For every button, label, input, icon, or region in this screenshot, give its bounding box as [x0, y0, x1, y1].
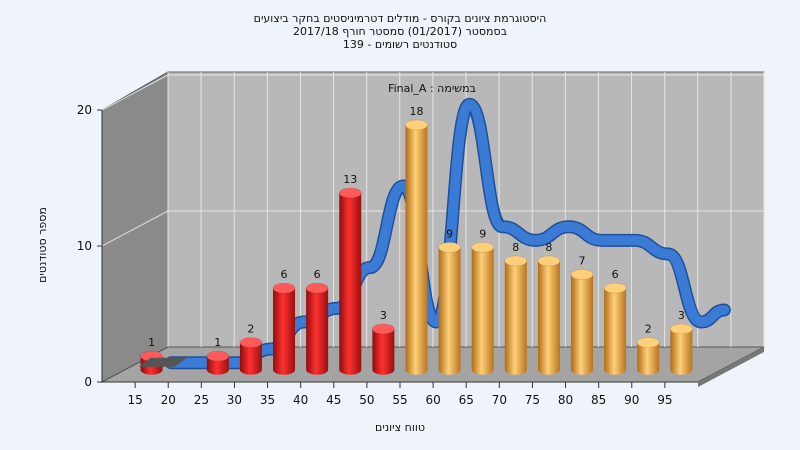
chart-annotation: במשימה : Final_A	[388, 82, 476, 95]
bar-value-label: 6	[314, 268, 321, 281]
bar	[306, 288, 329, 375]
bar-top	[537, 255, 561, 267]
y-tick-label: 0	[84, 375, 92, 389]
chart-title: היסטוגרמת ציונים בקורס - מודלים דטרמיניס…	[253, 12, 547, 25]
bar	[438, 247, 461, 375]
bar	[670, 328, 693, 375]
y-tick-label: 20	[77, 103, 92, 117]
bar-top	[305, 282, 329, 294]
bar	[637, 342, 660, 375]
bar-value-label: 9	[479, 227, 486, 240]
bar	[537, 260, 560, 375]
x-tick-label: 90	[624, 393, 639, 407]
x-tick-label: 50	[359, 393, 374, 407]
bar-value-label: 6	[281, 268, 288, 281]
bar-top	[603, 282, 627, 294]
bar-value-label: 8	[512, 241, 519, 254]
x-tick-label: 35	[260, 393, 275, 407]
bar-top	[438, 242, 461, 253]
bar	[239, 342, 262, 375]
side-wall	[101, 71, 169, 383]
bar-top	[670, 323, 693, 335]
x-tick-label: 15	[127, 393, 142, 407]
bar-top	[272, 282, 296, 294]
bar-top	[206, 350, 230, 362]
bar	[372, 328, 395, 375]
bar-top	[471, 242, 494, 253]
bar	[504, 260, 527, 375]
x-tick-label: 55	[392, 393, 407, 407]
x-tick-label: 80	[558, 393, 573, 407]
bar-top	[504, 255, 528, 267]
bar	[571, 274, 594, 375]
bar-top	[372, 323, 395, 335]
grid-line-side	[101, 74, 169, 111]
floor-edge	[698, 347, 764, 387]
bar-value-label: 7	[579, 255, 586, 268]
bar-value-label: 13	[343, 173, 357, 186]
bar-value-label: 2	[645, 323, 652, 336]
x-tick-label: 30	[227, 393, 242, 407]
bar	[471, 247, 494, 375]
bar-top	[405, 119, 428, 131]
chart-subtitle-students: סטודנטים רשומים - 139	[342, 38, 458, 51]
x-axis-title: טווח ציונים	[375, 421, 425, 434]
x-tick-label: 25	[194, 393, 209, 407]
bar	[273, 288, 296, 375]
bar-top	[570, 269, 594, 280]
y-tick-label: 10	[77, 239, 92, 253]
bar	[206, 356, 229, 375]
bar-top	[339, 187, 362, 199]
bar-value-label: 9	[446, 227, 453, 240]
grid-line-side	[101, 210, 169, 247]
x-tick-label: 45	[326, 393, 341, 407]
x-tick-label: 40	[293, 393, 308, 407]
bar-value-label: 18	[409, 105, 423, 118]
x-tick-label: 70	[492, 393, 507, 407]
bar-zero	[138, 357, 187, 367]
chart-subtitle: בסמסטר (01/2017) סמסטר חורף 2017/18	[293, 25, 507, 38]
bar-value-label: 3	[678, 309, 685, 322]
x-tick-label: 20	[161, 393, 176, 407]
bar-value-label: 8	[545, 241, 552, 254]
x-tick-label: 60	[425, 393, 440, 407]
x-tick-label: 75	[525, 393, 540, 407]
bar-value-label: 6	[612, 268, 619, 281]
bar-value-label: 2	[247, 323, 254, 336]
bar-top	[637, 337, 660, 348]
bar	[405, 124, 428, 375]
x-tick-label: 95	[657, 393, 672, 407]
y-axis-title: מספר סטודנטים	[36, 207, 49, 283]
bar-value-label: 3	[380, 309, 387, 322]
bar-value-label: 1	[148, 336, 155, 349]
x-tick-label: 85	[591, 393, 606, 407]
bar	[604, 288, 627, 375]
bar-top	[239, 337, 263, 348]
bar-value-label: 1	[214, 336, 221, 349]
bar	[339, 192, 362, 375]
x-tick-label: 65	[459, 393, 474, 407]
